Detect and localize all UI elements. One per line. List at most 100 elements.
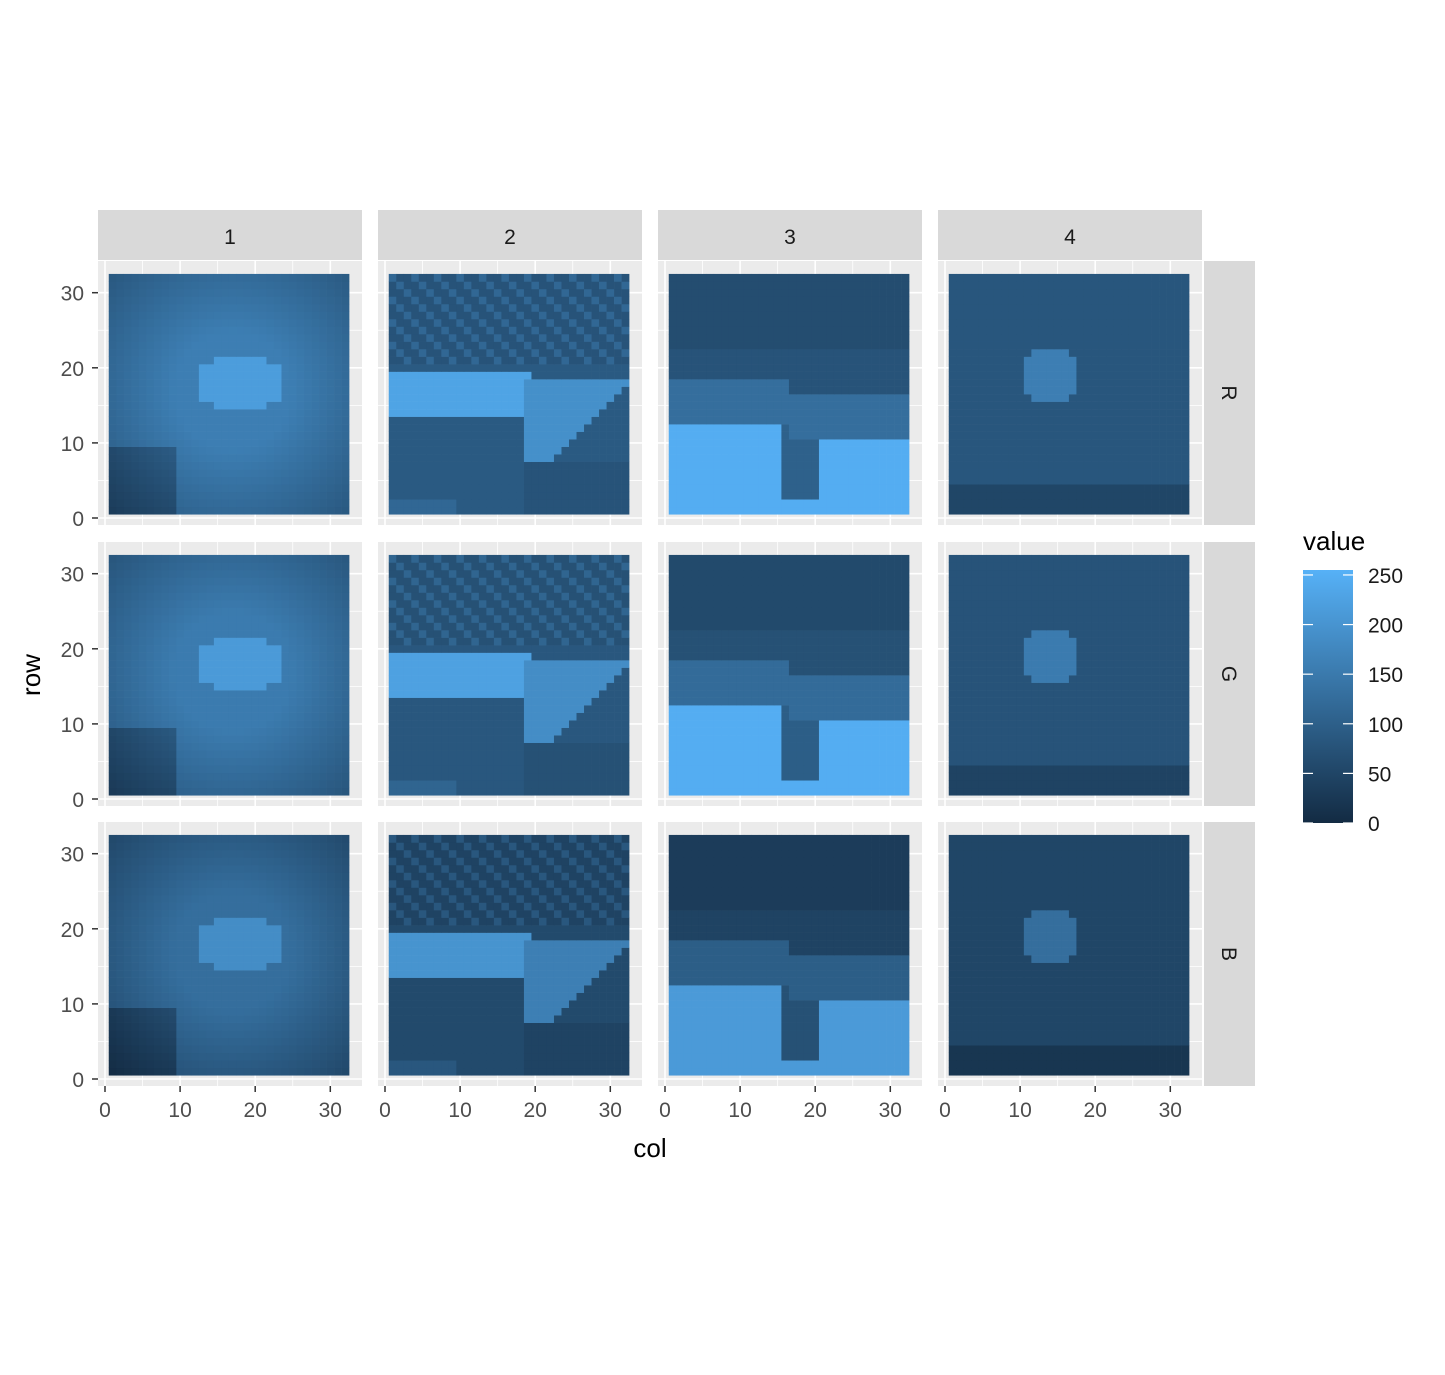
- heatmap-cell: [568, 469, 577, 477]
- heatmap-cell: [561, 431, 570, 440]
- heatmap-cell: [614, 409, 622, 417]
- heatmap-cell: [1151, 461, 1160, 470]
- heatmap-cell: [1061, 379, 1070, 387]
- heatmap-cell: [326, 712, 335, 721]
- heatmap-cell: [304, 273, 312, 282]
- heatmap-cell: [448, 454, 457, 462]
- heatmap-cell: [621, 454, 630, 462]
- heatmap-cell: [311, 273, 320, 282]
- heatmap-cell: [606, 334, 615, 342]
- heatmap-cell: [138, 682, 147, 691]
- heatmap-cell: [251, 645, 260, 653]
- heatmap-cell: [1046, 341, 1055, 350]
- heatmap-cell: [108, 288, 117, 297]
- heatmap-cell: [1113, 371, 1122, 380]
- heatmap-cell: [1166, 318, 1175, 327]
- heatmap-cell: [1091, 356, 1100, 365]
- heatmap-cell: [213, 303, 222, 312]
- heatmap-cell: [1151, 454, 1160, 462]
- heatmap-cell: [441, 476, 450, 485]
- heatmap-cell: [721, 334, 730, 342]
- heatmap-cell: [531, 379, 540, 387]
- heatmap-cell: [288, 311, 297, 320]
- heatmap-cell: [471, 401, 480, 410]
- heatmap-cell: [553, 334, 562, 342]
- heatmap-cell: [848, 356, 857, 365]
- heatmap-cell: [273, 765, 282, 774]
- heatmap-cell: [326, 424, 335, 432]
- heatmap-cell: [1023, 334, 1032, 342]
- heatmap-cell: [463, 491, 472, 500]
- heatmap-cell: [856, 439, 865, 447]
- heatmap-cell: [614, 416, 622, 425]
- heatmap-cell: [758, 409, 767, 417]
- heatmap-cell: [728, 326, 737, 335]
- heatmap-cell: [448, 349, 457, 357]
- heatmap-cell: [311, 318, 320, 327]
- heatmap-cell: [243, 682, 252, 691]
- heatmap-cell: [606, 318, 615, 327]
- heatmap-cell: [781, 401, 790, 410]
- heatmap-cell: [956, 506, 965, 515]
- heatmap-cell: [198, 599, 207, 608]
- heatmap-cell: [288, 750, 297, 758]
- heatmap-cell: [1016, 386, 1025, 395]
- heatmap-cell: [1091, 424, 1100, 432]
- heatmap-cell: [993, 364, 1002, 372]
- heatmap-cell: [266, 765, 275, 774]
- heatmap-cell: [561, 349, 570, 357]
- heatmap-cell: [191, 742, 200, 751]
- heatmap-cell: [864, 401, 872, 410]
- heatmap-cell: [396, 364, 405, 372]
- heatmap-cell: [871, 439, 880, 447]
- heatmap-cell: [426, 499, 435, 508]
- heatmap-cell: [576, 491, 585, 500]
- heatmap-cell: [978, 303, 987, 312]
- heatmap-cell: [146, 765, 155, 774]
- heatmap-cell: [1061, 484, 1070, 493]
- heatmap-cell: [1053, 461, 1062, 470]
- heatmap-cell: [153, 484, 162, 493]
- heatmap-cell: [326, 645, 335, 653]
- heatmap-cell: [221, 735, 230, 743]
- heatmap-cell: [1106, 401, 1115, 410]
- heatmap-cell: [963, 311, 972, 320]
- heatmap-cell: [758, 446, 767, 455]
- heatmap-cell: [198, 727, 207, 736]
- heatmap-cell: [396, 446, 405, 455]
- heatmap-cell: [1076, 334, 1085, 342]
- heatmap-cell: [871, 454, 880, 462]
- heatmap-cell: [736, 431, 745, 440]
- heatmap-cell: [538, 431, 547, 440]
- heatmap-cell: [251, 273, 260, 282]
- heatmap-cell: [871, 386, 880, 395]
- heatmap-cell: [441, 416, 450, 425]
- heatmap-cell: [584, 439, 592, 447]
- heatmap-cell: [138, 697, 147, 706]
- heatmap-cell: [1098, 506, 1107, 515]
- heatmap-cell: [706, 499, 715, 508]
- heatmap-cell: [691, 296, 700, 305]
- heatmap-cell: [411, 499, 420, 508]
- heatmap-cell: [871, 394, 880, 402]
- heatmap-cell: [676, 439, 685, 447]
- heatmap-cell: [614, 386, 622, 395]
- heatmap-cell: [319, 787, 327, 796]
- heatmap-cell: [1181, 409, 1190, 417]
- heatmap-cell: [721, 326, 730, 335]
- heatmap-cell: [418, 371, 427, 380]
- heatmap-cell: [743, 454, 752, 462]
- heatmap-cell: [1121, 356, 1130, 365]
- heatmap-cell: [123, 311, 132, 320]
- heatmap-cell: [296, 371, 305, 380]
- heatmap-cell: [1106, 439, 1115, 447]
- heatmap-cell: [411, 409, 420, 417]
- heatmap-cell: [326, 499, 335, 508]
- heatmap-cell: [123, 622, 132, 631]
- heatmap-cell: [334, 750, 342, 758]
- heatmap-cell: [426, 416, 435, 425]
- heatmap-cell: [691, 394, 700, 402]
- heatmap-cell: [886, 364, 895, 372]
- heatmap-cell: [296, 787, 305, 796]
- heatmap-cell: [1091, 439, 1100, 447]
